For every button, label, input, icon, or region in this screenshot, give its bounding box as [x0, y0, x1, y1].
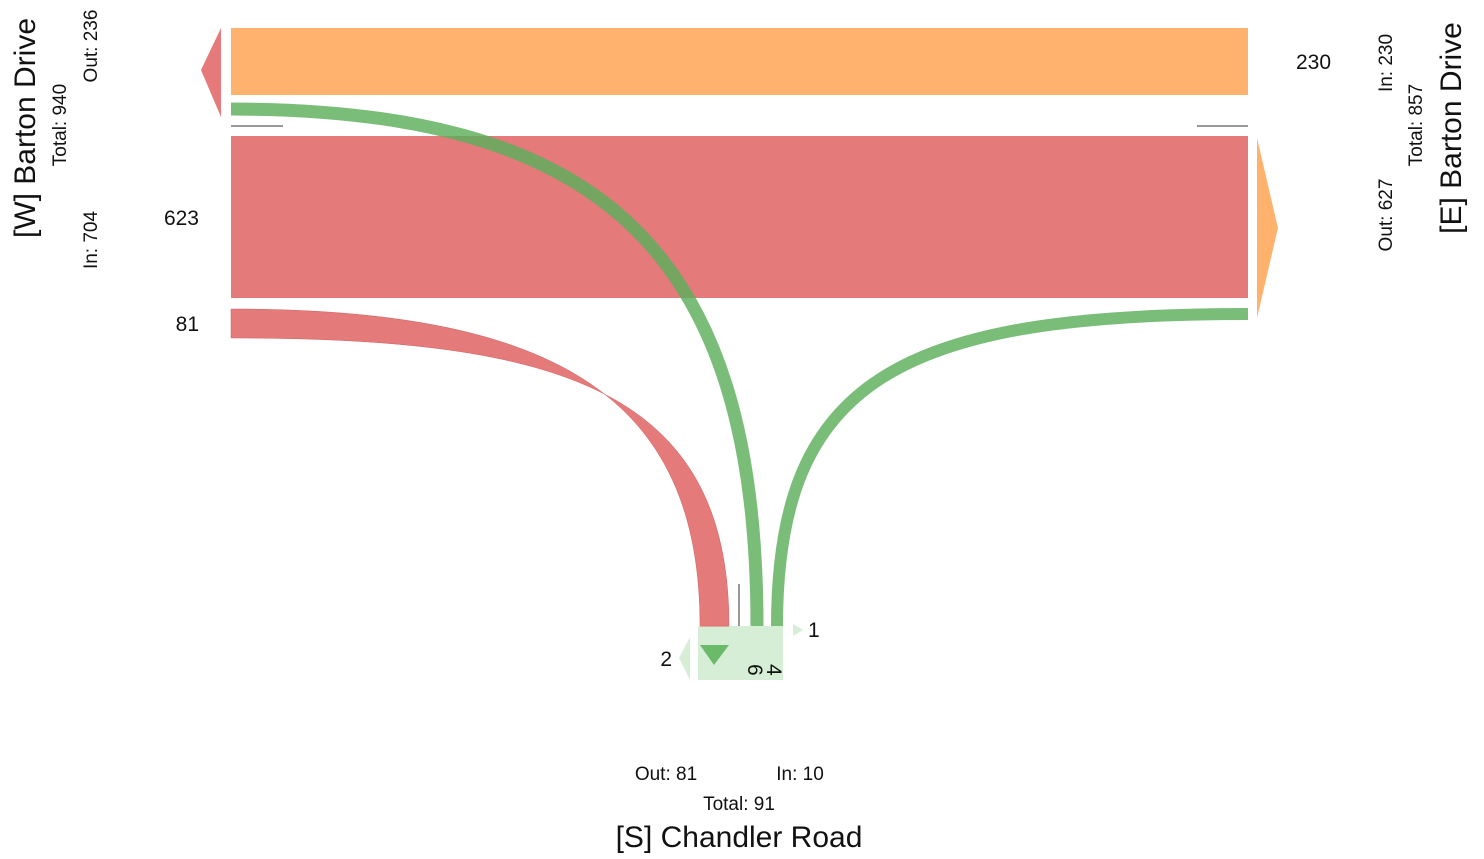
- flow-band-south-to-east: [771, 308, 1249, 627]
- south-out: Out: 81: [635, 764, 697, 785]
- label-east-through: 230: [1296, 51, 1331, 74]
- west-out: Out: 236: [81, 10, 102, 83]
- flow-band-south-to-west: [230, 102, 764, 627]
- label-south-right: 1: [808, 619, 820, 642]
- label-south-to-west: 6: [743, 664, 766, 676]
- east-in: In: 230: [1376, 34, 1397, 92]
- south-total: Total: 91: [703, 794, 775, 815]
- west-total: Total: 940: [50, 84, 71, 166]
- west-road-name: [W] Barton Drive: [9, 18, 42, 238]
- east-road-name: [E] Barton Drive: [1435, 22, 1468, 234]
- label-west-through: 623: [164, 207, 199, 230]
- label-south-uturn: 2: [660, 648, 672, 671]
- flow-band-west-to-south: [230, 308, 730, 627]
- south-left-arrow: [679, 637, 690, 680]
- east-total: Total: 857: [1406, 84, 1427, 166]
- flow-band-west-to-east: [231, 136, 1248, 298]
- east-out: Out: 627: [1376, 179, 1397, 252]
- west-in: In: 704: [81, 211, 102, 270]
- label-west-to-south: 81: [176, 313, 199, 336]
- south-road-name: [S] Chandler Road: [616, 821, 863, 854]
- south-uturn-marker: [700, 645, 729, 665]
- south-right-arrow: [793, 624, 803, 636]
- flow-band-east-to-west: [231, 28, 1248, 95]
- west-outgoing-arrow: [201, 28, 221, 117]
- east-outgoing-arrow: [1257, 138, 1278, 318]
- label-south-to-east: 4: [762, 664, 785, 676]
- south-in: In: 10: [776, 764, 824, 785]
